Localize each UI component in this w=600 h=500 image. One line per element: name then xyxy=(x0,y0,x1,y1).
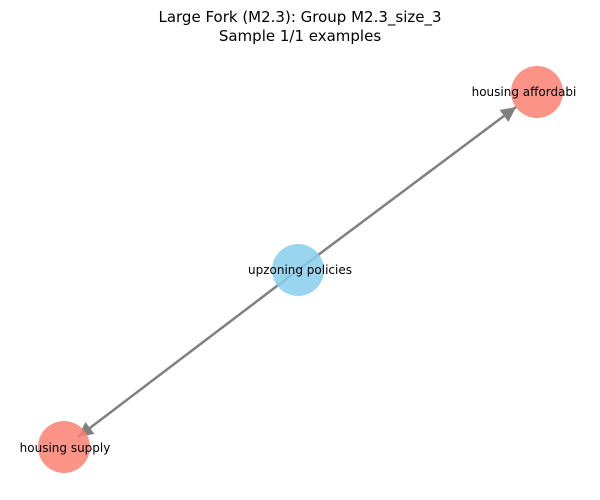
figure-title: Large Fork (M2.3): Group M2.3_size_3 Sam… xyxy=(0,8,600,46)
node-housing-supply xyxy=(38,421,90,473)
title-line-2: Sample 1/1 examples xyxy=(218,27,382,45)
title-line-1: Large Fork (M2.3): Group M2.3_size_3 xyxy=(158,8,442,26)
node-housing-affordability xyxy=(511,66,563,118)
node-label-affordability: housing affordabi xyxy=(472,85,577,99)
node-label-upzoning: upzoning policies xyxy=(248,263,352,277)
node-upzoning-policies xyxy=(272,244,324,296)
edge-upzoning-to-affordability xyxy=(297,105,517,272)
node-label-supply: housing supply xyxy=(20,441,111,455)
edge-upzoning-to-supply xyxy=(77,269,299,438)
